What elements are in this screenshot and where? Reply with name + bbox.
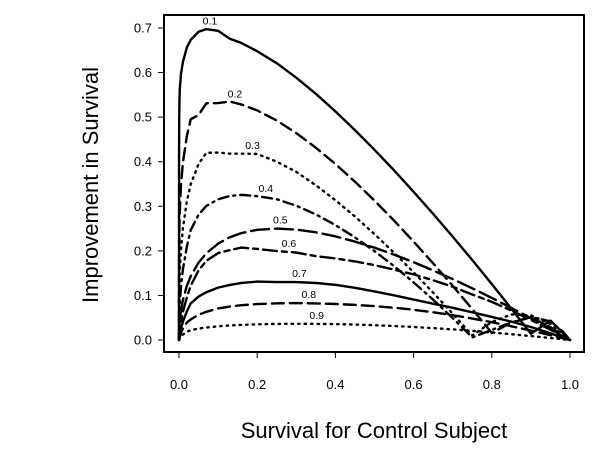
x-tick-label: 0.4 <box>326 377 344 392</box>
plot-frame <box>163 14 585 353</box>
curve-label-0.8: 0.8 <box>302 289 317 301</box>
series-line-0.3 <box>177 151 572 342</box>
y-axis-title: Improvement in Survival <box>78 67 103 303</box>
series-line-0.8 <box>177 301 572 342</box>
y-tick-label: 0.7 <box>134 21 152 36</box>
series-line-0.2 <box>177 100 572 342</box>
series-line-0.6 <box>177 246 572 342</box>
x-tick-label: 0.8 <box>483 377 501 392</box>
curve-label-0.1: 0.1 <box>203 15 218 27</box>
series-line-0.1 <box>177 27 572 342</box>
series-line-0.4 <box>177 193 572 342</box>
x-axis: 0.0 0.2 0.4 0.6 0.8 1.0 <box>170 352 579 392</box>
curve-label-0.7: 0.7 <box>292 268 307 280</box>
y-tick-label: 0.5 <box>134 110 152 125</box>
series-line-0.9 <box>177 322 572 342</box>
y-tick-label: 0.4 <box>134 154 152 169</box>
x-tick-label: 0.6 <box>405 377 423 392</box>
x-tick-label: 0.0 <box>170 377 188 392</box>
curve-label-0.3: 0.3 <box>245 140 260 152</box>
y-tick-label: 0.0 <box>134 333 152 348</box>
y-tick-label: 0.1 <box>134 288 152 303</box>
curves <box>177 27 572 342</box>
curve-label-0.2: 0.2 <box>228 88 243 100</box>
series-line-0.7 <box>177 280 572 342</box>
y-tick-label: 0.2 <box>134 243 152 258</box>
curve-label-0.5: 0.5 <box>273 215 288 227</box>
x-tick-label: 0.2 <box>248 377 266 392</box>
y-tick-label: 0.3 <box>134 199 152 214</box>
x-axis-title: Survival for Control Subject <box>241 418 508 443</box>
y-axis: 0.0 0.1 0.2 0.3 0.4 0.5 0.6 0.7 <box>134 21 164 348</box>
curve-label-0.4: 0.4 <box>259 183 274 195</box>
x-tick-label: 1.0 <box>561 377 579 392</box>
curve-label-0.9: 0.9 <box>309 310 324 322</box>
y-tick-label: 0.6 <box>134 65 152 80</box>
curve-label-0.6: 0.6 <box>282 238 297 250</box>
curve-labels: 0.1 0.2 0.3 0.4 0.5 0.6 0.7 0.8 0.9 <box>203 15 324 321</box>
series-line-0.5 <box>177 227 572 342</box>
